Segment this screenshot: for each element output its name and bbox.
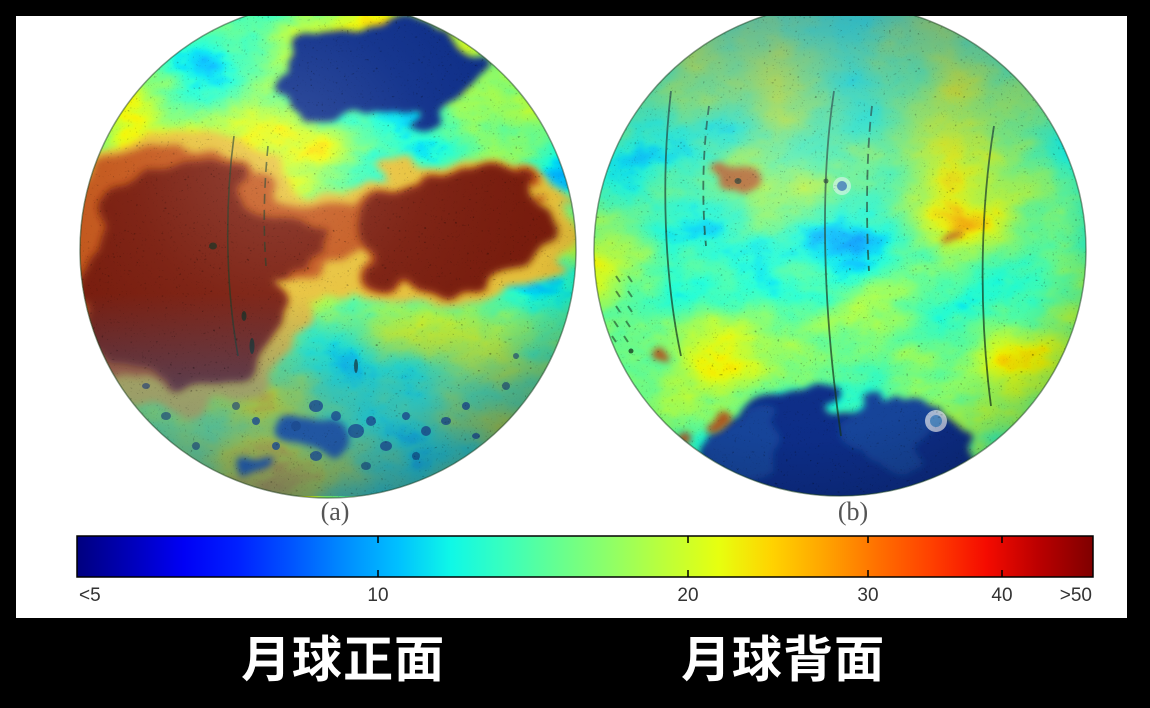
svg-text:40: 40 [991, 585, 1012, 606]
svg-text:20: 20 [677, 585, 698, 606]
svg-text:>50: >50 [1060, 585, 1092, 606]
svg-text:<5: <5 [79, 585, 101, 606]
svg-text:10: 10 [367, 585, 388, 606]
svg-text:30: 30 [857, 585, 878, 606]
